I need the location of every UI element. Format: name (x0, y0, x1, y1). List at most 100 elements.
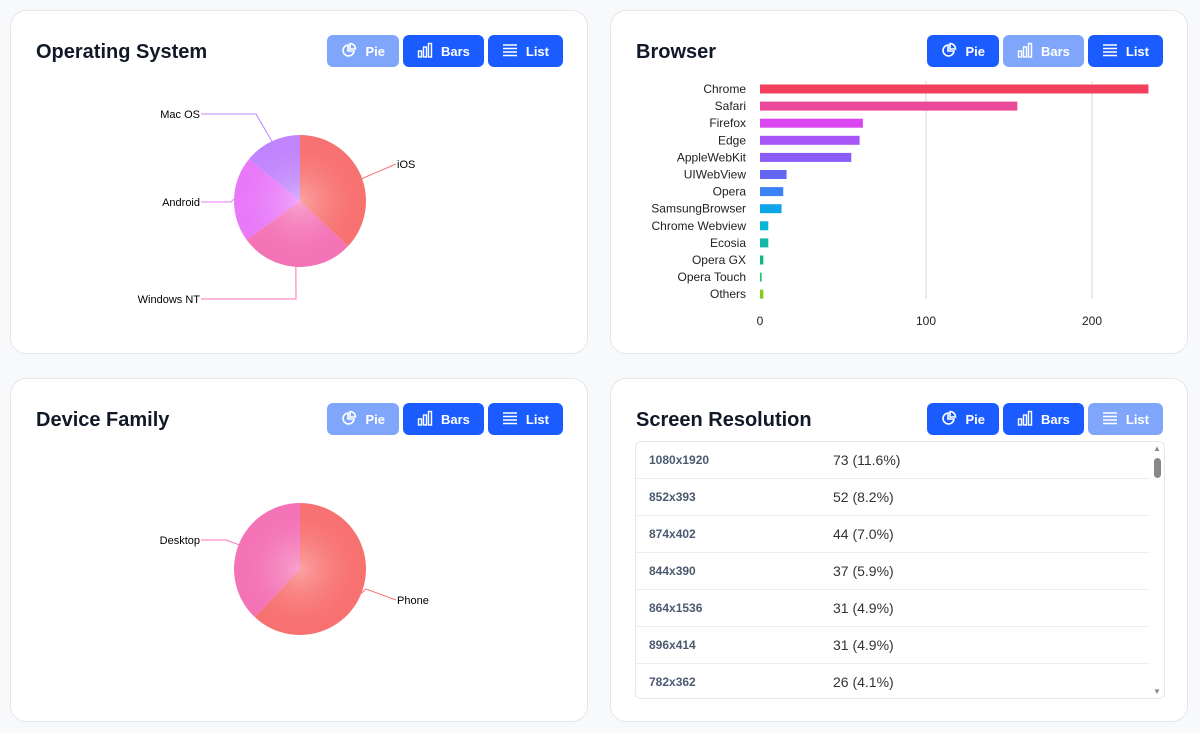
category-label: Chrome Webview (652, 219, 747, 233)
bar-chrome-webview[interactable] (760, 221, 769, 231)
bars-label: Bars (440, 43, 470, 59)
resolution-value: 31 (4.9%) (833, 600, 894, 616)
resolution-key: 1080x1920 (649, 453, 710, 467)
pie-slice-ios[interactable]: iOS (300, 135, 415, 247)
category-label: AppleWebKit (677, 150, 747, 164)
list-icon (1102, 410, 1118, 429)
pie-slice-phone[interactable]: Phone (254, 503, 429, 635)
bar-opera-gx[interactable] (760, 255, 764, 265)
pie-slice-android[interactable]: Android (162, 158, 300, 240)
list-item[interactable]: 1080x1920 73 (11.6%) (636, 442, 1164, 479)
pie-label: Windows NT (138, 294, 201, 306)
pie-button[interactable]: Pie (927, 35, 999, 67)
bars-label: Bars (1040, 43, 1070, 59)
pie-chart: iOS Windows NT Android Mac OS (138, 109, 416, 306)
list-item[interactable]: 896x414 31 (4.9%) (636, 627, 1164, 664)
pie-icon (341, 410, 357, 429)
bar-uiwebview[interactable] (760, 170, 787, 179)
card-device-family: Device Family Pie Bars List Phone Desktop (10, 378, 588, 722)
bar-opera[interactable] (760, 187, 784, 197)
list-item[interactable]: 782x362 26 (4.1%) (636, 664, 1164, 698)
view-toggle: Pie Bars List (927, 403, 1163, 435)
list-label: List (1125, 411, 1149, 427)
list-item[interactable]: 864x1536 31 (4.9%) (636, 590, 1164, 627)
list-icon (502, 410, 518, 429)
view-toggle: Pie Bars List (327, 35, 563, 67)
scroll-down-icon[interactable]: ▼ (1153, 687, 1161, 696)
pie-label: Pie (965, 43, 985, 59)
bars-button[interactable]: Bars (1002, 35, 1084, 67)
pie-button[interactable]: Pie (927, 403, 999, 435)
resolution-value: 31 (4.9%) (833, 637, 894, 653)
pie-button[interactable]: Pie (327, 35, 399, 67)
list-icon (502, 42, 518, 61)
category-label: Opera (713, 185, 747, 199)
bar-others[interactable] (760, 289, 764, 299)
bars-button[interactable]: Bars (402, 35, 484, 67)
list-button[interactable]: List (487, 403, 563, 435)
bar-samsungbrowser[interactable] (760, 204, 782, 214)
bar-applewebkit[interactable] (760, 152, 852, 162)
category-label: Opera GX (692, 253, 746, 267)
bars-icon (417, 42, 433, 61)
bars-label: Bars (440, 411, 470, 427)
pie-label: Pie (965, 411, 985, 427)
resolution-key: 896x414 (649, 638, 696, 652)
list-item[interactable]: 874x402 44 (7.0%) (636, 516, 1164, 553)
category-label: Firefox (709, 116, 746, 130)
bar-firefox[interactable] (760, 118, 863, 128)
resolution-value: 73 (11.6%) (833, 452, 901, 468)
pie-slice-windows-nt[interactable]: Windows NT (138, 201, 349, 306)
pie-slice-desktop[interactable]: Desktop (160, 503, 300, 618)
resolution-key: 874x402 (649, 527, 696, 541)
scroll-up-icon[interactable]: ▲ (1153, 444, 1161, 453)
list-label: List (525, 411, 549, 427)
resolution-key: 782x362 (649, 675, 696, 689)
bars-icon (1017, 410, 1033, 429)
scrollbar-thumb[interactable] (1154, 458, 1161, 478)
resolution-value: 52 (8.2%) (833, 489, 894, 505)
category-label: UIWebView (684, 168, 747, 182)
category-label: Edge (718, 133, 746, 147)
bar-safari[interactable] (760, 101, 1018, 111)
card-title: Device Family (36, 409, 170, 431)
resolution-value: 44 (7.0%) (833, 526, 894, 542)
list-label: List (525, 43, 549, 59)
card-title: Browser (636, 41, 717, 63)
bars-button[interactable]: Bars (402, 403, 484, 435)
view-toggle: Pie Bars List (327, 403, 563, 435)
list-button[interactable]: List (1087, 403, 1163, 435)
bar-ecosia[interactable] (760, 238, 769, 248)
bar-edge[interactable] (760, 135, 860, 145)
pie-label: Mac OS (160, 109, 200, 121)
bar-chrome[interactable] (760, 84, 1149, 94)
category-label: Others (710, 287, 746, 301)
list-item[interactable]: 844x390 37 (5.9%) (636, 553, 1164, 590)
bars-button[interactable]: Bars (1002, 403, 1084, 435)
bars-icon (417, 410, 433, 429)
resolution-value: 26 (4.1%) (833, 674, 894, 690)
card-title: Operating System (36, 41, 208, 63)
bar-opera-touch[interactable] (760, 272, 762, 282)
x-tick-label: 0 (757, 314, 764, 328)
pie-label: Android (162, 197, 200, 209)
card-browser: Browser Pie Bars List 0 100 200 Chrome Safari Fir… (610, 10, 1188, 354)
pie-label: Desktop (160, 535, 200, 547)
pie-label: Pie (365, 43, 385, 59)
category-label: Chrome (703, 82, 746, 96)
pie-icon (941, 410, 957, 429)
list-label: List (1125, 43, 1149, 59)
list-button[interactable]: List (1087, 35, 1163, 67)
pie-button[interactable]: Pie (327, 403, 399, 435)
bars-icon (1017, 42, 1033, 61)
pie-chart: Phone Desktop (160, 503, 429, 635)
scrollbar[interactable]: ▲ ▼ (1150, 442, 1164, 698)
list-item[interactable]: 852x393 52 (8.2%) (636, 479, 1164, 516)
card-screen-resolution: Screen Resolution Pie Bars List 1080x1920 73 … (610, 378, 1188, 722)
category-label: SamsungBrowser (651, 202, 746, 216)
card-title: Screen Resolution (636, 409, 812, 431)
list-button[interactable]: List (487, 35, 563, 67)
category-label: Opera Touch (678, 270, 747, 284)
resolution-key: 844x390 (649, 564, 696, 578)
pie-slice-mac-os[interactable]: Mac OS (160, 109, 300, 201)
